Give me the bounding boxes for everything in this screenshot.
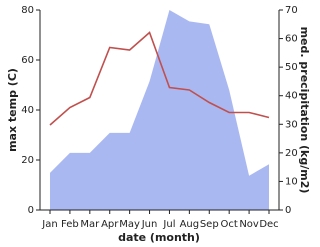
x-tick-label: Jun — [141, 219, 158, 230]
y-tick-label: 80 — [21, 5, 34, 16]
y2-axis-label: med. precipitation (kg/m2) — [298, 27, 311, 194]
x-tick-label: Sep — [200, 219, 219, 230]
precipitation-area — [50, 10, 269, 210]
x-tick-label: Oct — [221, 219, 238, 230]
x-tick-label: Apr — [101, 219, 119, 230]
y-tick-label: 0 — [28, 205, 34, 216]
y2-tick-label: 20 — [285, 148, 298, 159]
y-tick-label: 20 — [21, 155, 34, 166]
y2-tick-label: 60 — [285, 34, 298, 45]
x-tick-label: Dec — [259, 219, 278, 230]
y2-tick-label: 50 — [285, 62, 298, 73]
y-tick-label: 40 — [21, 105, 34, 116]
y2-tick-label: 0 — [285, 205, 291, 216]
x-tick-label: May — [119, 219, 140, 230]
y2-tick-label: 10 — [285, 176, 298, 187]
y-axis-label: max temp (C) — [6, 68, 19, 152]
x-tick-label: Jan — [41, 219, 57, 230]
x-axis-label: date (month) — [118, 231, 200, 244]
temp-line — [49, 31, 270, 126]
x-tick-label: Nov — [239, 219, 259, 230]
y2-tick-label: 30 — [285, 119, 298, 130]
x-tick-label: Feb — [61, 219, 79, 230]
x-tick-label: Aug — [180, 219, 200, 230]
x-tick-label: Jul — [162, 219, 175, 230]
y2-tick-label: 40 — [285, 91, 298, 102]
y2-tick-label: 70 — [285, 5, 298, 16]
x-tick-label: Mar — [80, 219, 100, 230]
y-tick-label: 60 — [21, 55, 34, 66]
